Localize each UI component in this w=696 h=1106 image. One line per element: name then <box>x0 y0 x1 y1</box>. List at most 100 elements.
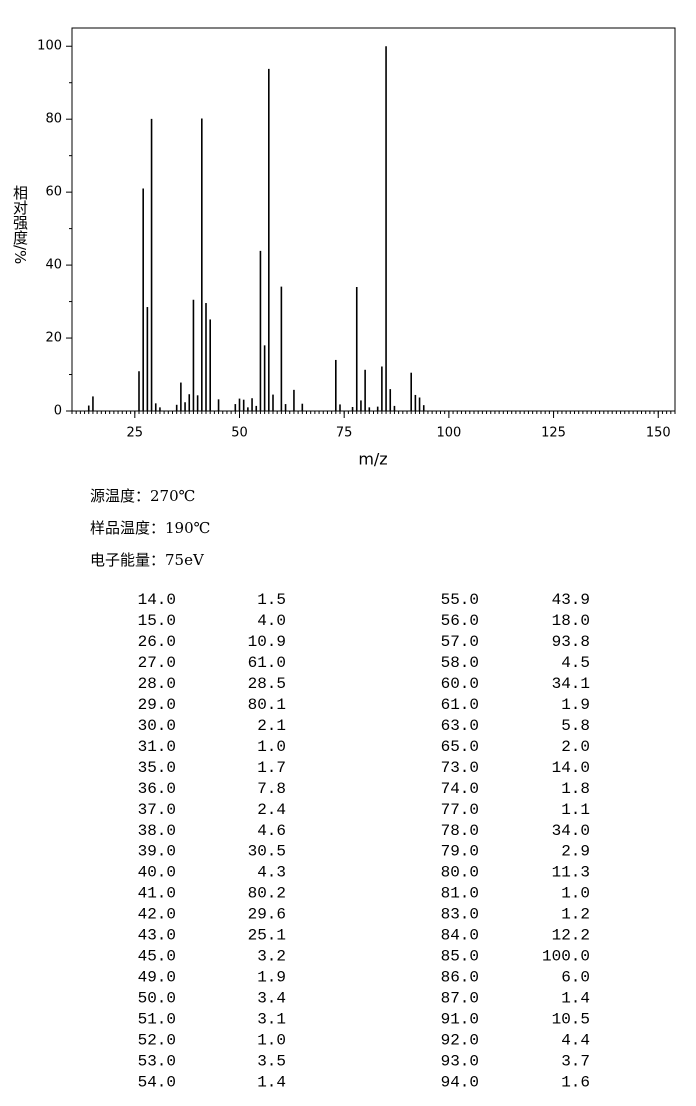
table-cell: 34.0 <box>552 822 590 840</box>
table-cell: 2.0 <box>561 738 590 756</box>
table-cell: 7.8 <box>257 780 286 798</box>
table-cell: 15.0 <box>138 612 176 630</box>
table-cell: 1.8 <box>561 780 590 798</box>
table-cell: 84.0 <box>441 927 479 945</box>
table-cell: 18.0 <box>552 612 590 630</box>
x-tick-label: 25 <box>127 426 144 441</box>
table-cell: 30.0 <box>138 717 176 735</box>
table-cell: 85.0 <box>441 948 479 966</box>
x-tick-label: 50 <box>231 426 248 441</box>
table-cell: 25.1 <box>248 927 286 945</box>
y-axis-label: 相对强度/% <box>11 185 29 264</box>
table-cell: 4.3 <box>257 864 286 882</box>
y-tick-label: 20 <box>45 331 62 346</box>
table-cell: 52.0 <box>138 1031 176 1049</box>
table-cell: 94.0 <box>441 1073 479 1091</box>
table-cell: 56.0 <box>441 612 479 630</box>
table-cell: 93.8 <box>552 633 590 651</box>
table-cell: 80.1 <box>248 696 286 714</box>
table-cell: 1.4 <box>257 1073 286 1091</box>
table-cell: 1.0 <box>257 738 286 756</box>
info-line: 样品温度：190℃ <box>90 519 210 537</box>
table-cell: 37.0 <box>138 801 176 819</box>
x-tick-label: 125 <box>541 426 566 441</box>
table-cell: 14.0 <box>552 759 590 777</box>
table-cell: 49.0 <box>138 968 176 986</box>
table-cell: 57.0 <box>441 633 479 651</box>
table-cell: 29.0 <box>138 696 176 714</box>
table-cell: 1.6 <box>561 1073 590 1091</box>
table-cell: 4.4 <box>561 1031 590 1049</box>
table-cell: 3.2 <box>257 948 286 966</box>
table-cell: 34.1 <box>552 675 590 693</box>
table-cell: 1.0 <box>561 885 590 903</box>
y-tick-label: 80 <box>45 112 62 127</box>
y-tick-label: 60 <box>45 185 62 200</box>
table-cell: 26.0 <box>138 633 176 651</box>
y-tick-label: 100 <box>37 39 62 54</box>
table-cell: 3.4 <box>257 989 286 1007</box>
table-cell: 55.0 <box>441 591 479 609</box>
x-tick-label: 75 <box>336 426 353 441</box>
table-cell: 80.2 <box>248 885 286 903</box>
table-cell: 5.8 <box>561 717 590 735</box>
table-cell: 38.0 <box>138 822 176 840</box>
table-cell: 27.0 <box>138 654 176 672</box>
x-tick-label: 150 <box>646 426 671 441</box>
table-cell: 81.0 <box>441 885 479 903</box>
table-cell: 63.0 <box>441 717 479 735</box>
table-cell: 3.7 <box>561 1052 590 1070</box>
table-cell: 2.4 <box>257 801 286 819</box>
table-cell: 42.0 <box>138 906 176 924</box>
table-cell: 60.0 <box>441 675 479 693</box>
table-cell: 86.0 <box>441 968 479 986</box>
table-cell: 45.0 <box>138 948 176 966</box>
table-cell: 3.1 <box>257 1010 286 1028</box>
table-cell: 4.5 <box>561 654 590 672</box>
table-cell: 91.0 <box>441 1010 479 1028</box>
table-cell: 28.5 <box>248 675 286 693</box>
table-cell: 4.0 <box>257 612 286 630</box>
table-cell: 92.0 <box>441 1031 479 1049</box>
table-cell: 1.5 <box>257 591 286 609</box>
table-cell: 1.4 <box>561 989 590 1007</box>
info-line: 源温度：270℃ <box>90 487 195 505</box>
x-axis-label: m/z <box>358 450 387 469</box>
table-cell: 40.0 <box>138 864 176 882</box>
table-cell: 83.0 <box>441 906 479 924</box>
table-cell: 1.9 <box>561 696 590 714</box>
table-cell: 65.0 <box>441 738 479 756</box>
table-cell: 43.0 <box>138 927 176 945</box>
table-cell: 4.6 <box>257 822 286 840</box>
table-cell: 36.0 <box>138 780 176 798</box>
table-cell: 30.5 <box>248 843 286 861</box>
table-cell: 93.0 <box>441 1052 479 1070</box>
table-cell: 74.0 <box>441 780 479 798</box>
table-cell: 1.2 <box>561 906 590 924</box>
table-cell: 12.2 <box>552 927 590 945</box>
x-tick-label: 100 <box>436 426 461 441</box>
table-cell: 6.0 <box>561 968 590 986</box>
table-cell: 61.0 <box>248 654 286 672</box>
table-cell: 10.9 <box>248 633 286 651</box>
table-cell: 28.0 <box>138 675 176 693</box>
table-cell: 1.0 <box>257 1031 286 1049</box>
y-tick-label: 0 <box>54 404 62 419</box>
table-cell: 2.9 <box>561 843 590 861</box>
table-cell: 39.0 <box>138 843 176 861</box>
y-tick-label: 40 <box>45 258 62 273</box>
plot-frame <box>71 27 676 412</box>
table-cell: 35.0 <box>138 759 176 777</box>
table-cell: 29.6 <box>248 906 286 924</box>
table-cell: 78.0 <box>441 822 479 840</box>
table-cell: 58.0 <box>441 654 479 672</box>
table-cell: 11.3 <box>552 864 590 882</box>
info-line: 电子能量：75eV <box>90 551 205 569</box>
table-cell: 10.5 <box>552 1010 590 1028</box>
table-cell: 43.9 <box>552 591 590 609</box>
table-cell: 87.0 <box>441 989 479 1007</box>
table-cell: 80.0 <box>441 864 479 882</box>
table-cell: 61.0 <box>441 696 479 714</box>
table-cell: 3.5 <box>257 1052 286 1070</box>
table-cell: 53.0 <box>138 1052 176 1070</box>
